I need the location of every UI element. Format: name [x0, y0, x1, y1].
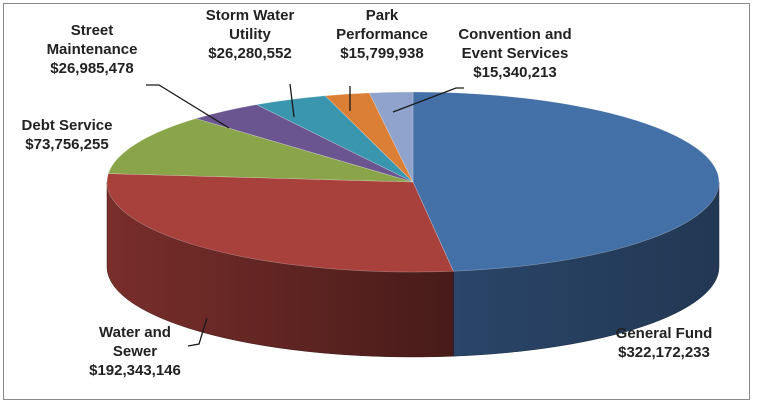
slice-name-water: Sewer: [113, 343, 157, 360]
leader-line-storm: [289, 83, 295, 118]
slice-value-general: $322,172,233: [618, 344, 710, 361]
slice-name-convention: Event Services: [462, 45, 569, 62]
slice-value-debt: $73,756,255: [25, 136, 108, 153]
slice-name-street: Maintenance: [47, 41, 138, 58]
slice-top-street: [194, 104, 414, 183]
slice-top-water: [106, 173, 454, 273]
leader-lines: [146, 83, 464, 347]
slice-top-general: [412, 91, 720, 272]
slice-label-storm: Storm Water Utility $26,280,552: [206, 7, 295, 62]
slice-value-street: $26,985,478: [50, 60, 133, 77]
slice-top-storm: [255, 95, 414, 183]
slice-label-street: Street Maintenance $26,985,478: [47, 22, 138, 77]
slice-name-storm: Utility: [229, 26, 271, 43]
slice-labels: General Fund $322,172,233 Water and Sewer $1…: [22, 7, 713, 379]
slice-label-debt: Debt Service $73,756,255: [22, 117, 113, 153]
slice-value-convention: $15,340,213: [473, 64, 556, 81]
slice-label-water: Water and Sewer $192,343,146: [89, 324, 181, 379]
leader-line-convention: [392, 87, 464, 113]
pie-tops: [106, 91, 720, 273]
slice-name-convention: Convention and: [458, 26, 571, 43]
slice-value-storm: $26,280,552: [208, 45, 291, 62]
slice-name-general: General Fund: [616, 325, 713, 342]
slice-name-park: Performance: [336, 26, 428, 43]
leader-line-water: [187, 317, 208, 347]
slice-top-park: [324, 92, 414, 183]
slice-name-water: Water and: [99, 324, 171, 341]
slice-label-general: General Fund $322,172,233: [616, 325, 713, 361]
leader-line-street: [146, 84, 230, 129]
slice-label-park: Park Performance $15,799,938: [336, 7, 428, 62]
slice-name-park: Park: [366, 7, 399, 24]
slice-value-water: $192,343,146: [89, 362, 181, 379]
slice-value-park: $15,799,938: [340, 45, 423, 62]
slice-label-convention: Convention and Event Services $15,340,213: [458, 26, 571, 81]
slice-name-storm: Storm Water: [206, 7, 295, 24]
slice-name-debt: Debt Service: [22, 117, 113, 134]
slice-top-convention: [368, 91, 414, 183]
slice-top-debt: [107, 118, 414, 183]
slice-name-street: Street: [71, 22, 114, 39]
